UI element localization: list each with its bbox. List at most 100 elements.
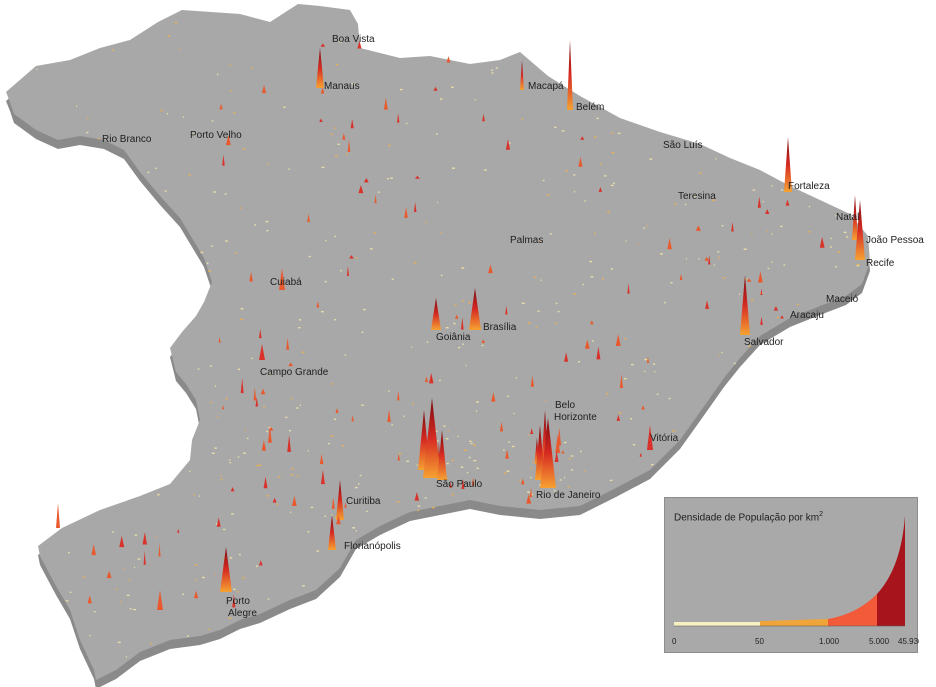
- density-speckle: [781, 189, 784, 191]
- density-spike: [567, 40, 573, 110]
- density-speckle: [698, 258, 700, 260]
- density-speckle: [584, 200, 586, 202]
- density-spike: [230, 487, 235, 492]
- density-speckle: [164, 190, 167, 192]
- density-spike: [350, 118, 354, 129]
- density-speckle: [321, 166, 325, 169]
- density-speckle: [238, 553, 241, 556]
- density-speckle: [355, 257, 358, 259]
- density-speckle: [361, 331, 364, 333]
- density-speckle: [624, 337, 626, 340]
- density-speckle: [330, 133, 333, 135]
- density-speckle: [469, 440, 472, 442]
- density-speckle: [481, 344, 484, 347]
- density-spike: [469, 288, 481, 330]
- density-spike: [646, 356, 650, 363]
- city-label-rio-de-janeiro: Rio de Janeiro: [536, 490, 601, 501]
- density-spike: [218, 336, 221, 343]
- density-spike: [157, 590, 163, 610]
- density-speckle: [320, 311, 324, 313]
- density-spike: [336, 514, 341, 525]
- density-spike: [708, 254, 711, 265]
- density-speckle: [336, 64, 339, 66]
- city-label-curitiba: Curitiba: [346, 496, 381, 507]
- density-spike: [704, 256, 709, 261]
- density-speckle: [216, 73, 219, 76]
- density-speckle: [240, 318, 244, 320]
- city-label-brasilia: Brasília: [483, 322, 517, 333]
- city-label-recife: Recife: [866, 258, 895, 269]
- density-speckle: [189, 470, 191, 473]
- density-spike: [261, 85, 267, 94]
- density-speckle: [771, 233, 773, 235]
- density-spike: [627, 283, 630, 294]
- density-spike: [255, 396, 259, 407]
- density-speckle: [484, 169, 487, 171]
- density-speckle: [324, 515, 326, 517]
- density-speckle: [291, 474, 294, 476]
- density-spike: [449, 482, 452, 488]
- density-speckle: [155, 167, 157, 169]
- density-speckle: [602, 278, 604, 280]
- density-speckle: [644, 358, 648, 361]
- density-spike: [220, 547, 232, 592]
- density-spike: [499, 421, 504, 432]
- density-speckle: [182, 593, 184, 595]
- density-spike: [344, 502, 347, 508]
- density-speckle: [334, 319, 337, 321]
- density-spike: [615, 334, 621, 346]
- density-speckle: [167, 35, 171, 37]
- density-spike: [423, 398, 441, 478]
- density-speckle: [400, 88, 403, 91]
- density-spike: [397, 453, 400, 461]
- city-label-macapa: Macapá: [528, 81, 564, 92]
- density-spike: [460, 317, 464, 330]
- density-speckle: [539, 484, 542, 486]
- density-spike: [286, 337, 290, 350]
- density-speckle: [373, 232, 376, 234]
- density-speckle: [269, 373, 273, 375]
- density-speckle: [406, 460, 410, 462]
- density-speckle: [451, 86, 454, 88]
- density-speckle: [609, 479, 613, 482]
- density-speckle: [451, 459, 454, 462]
- density-speckle: [631, 363, 634, 366]
- city-label-vitoria: Vitória: [650, 433, 679, 444]
- density-speckle: [425, 221, 427, 223]
- density-spike: [336, 480, 344, 520]
- density-speckle: [406, 122, 408, 125]
- density-speckle: [693, 195, 697, 198]
- density-spike: [119, 535, 125, 548]
- density-speckle: [302, 585, 305, 587]
- density-speckle: [654, 370, 656, 373]
- density-speckle: [563, 441, 567, 444]
- density-spikes: [56, 40, 865, 610]
- density-speckle: [137, 558, 141, 560]
- density-speckle: [594, 232, 596, 235]
- density-spike: [773, 306, 779, 311]
- density-speckle: [155, 536, 156, 538]
- density-spike: [331, 497, 335, 509]
- density-speckle: [570, 469, 573, 471]
- density-speckle: [559, 479, 562, 481]
- density-speckle: [206, 262, 209, 264]
- density-speckle: [445, 327, 449, 329]
- density-speckle: [36, 68, 38, 71]
- density-speckle: [211, 245, 214, 247]
- legend-class-mid-band: [760, 619, 828, 626]
- density-spike: [216, 517, 221, 527]
- density-speckle: [229, 557, 233, 559]
- density-speckle: [619, 412, 622, 414]
- density-speckle: [503, 449, 505, 451]
- density-speckle: [160, 109, 163, 112]
- density-speckle: [451, 493, 454, 496]
- density-speckle: [225, 397, 228, 400]
- density-speckle: [331, 383, 334, 385]
- density-spike: [263, 476, 268, 489]
- density-speckle: [263, 406, 266, 408]
- city-label-aracaju: Aracaju: [790, 310, 824, 321]
- density-speckle: [723, 277, 726, 279]
- density-spike: [740, 275, 750, 335]
- density-speckle: [334, 127, 336, 129]
- density-speckle: [202, 576, 205, 579]
